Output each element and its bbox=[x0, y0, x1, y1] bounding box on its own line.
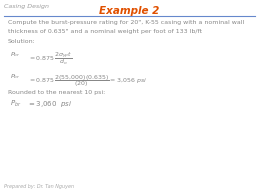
Text: $P_{br}$: $P_{br}$ bbox=[10, 99, 21, 109]
Text: Prepared by: Dr. Tan Nguyen: Prepared by: Dr. Tan Nguyen bbox=[4, 184, 74, 189]
Text: Casing Design: Casing Design bbox=[4, 4, 49, 9]
Text: Solution:: Solution: bbox=[8, 39, 36, 44]
Text: Rounded to the nearest 10 psi:: Rounded to the nearest 10 psi: bbox=[8, 90, 105, 95]
Text: Compute the burst-pressure rating for 20", K-55 casing with a nominal wall: Compute the burst-pressure rating for 20… bbox=[8, 20, 244, 25]
Text: thickness of 0.635" and a nominal weight per foot of 133 lb/ft: thickness of 0.635" and a nominal weight… bbox=[8, 29, 202, 34]
Text: $= 0.875\,\dfrac{2(55{,}000)(0.635)}{(20)} = 3{,}056\ psi$: $= 0.875\,\dfrac{2(55{,}000)(0.635)}{(20… bbox=[28, 73, 147, 89]
Text: Example 2: Example 2 bbox=[99, 6, 159, 16]
Text: $= 0.875\,\dfrac{2\sigma_{yp}t}{d_o}$: $= 0.875\,\dfrac{2\sigma_{yp}t}{d_o}$ bbox=[28, 51, 73, 68]
Text: $= 3{,}060\ \ psi$: $= 3{,}060\ \ psi$ bbox=[27, 99, 72, 109]
Text: $P_{br}$: $P_{br}$ bbox=[10, 50, 20, 59]
Text: $P_{br}$: $P_{br}$ bbox=[10, 72, 20, 81]
